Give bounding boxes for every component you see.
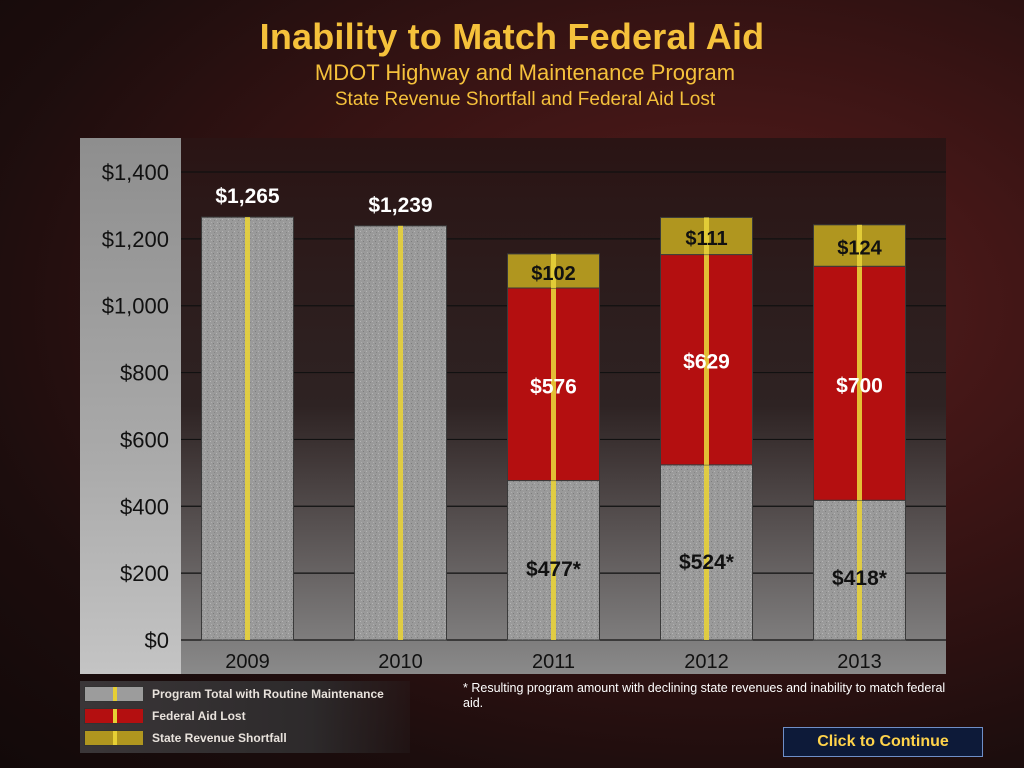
bar-center-stripe	[857, 266, 862, 501]
bar-center-stripe	[857, 224, 862, 267]
bar-center-stripe	[704, 254, 709, 465]
y-tick-label: $0	[145, 628, 169, 653]
bar-chart: $1,265 $1,239 $477* $576 $102 $524* $629 $111 $4…	[80, 138, 946, 674]
legend-item-federal-aid-lost: Federal Aid Lost	[84, 706, 404, 726]
bar-center-stripe	[704, 217, 709, 255]
data-label: $124	[837, 238, 882, 260]
legend-label: Program Total with Routine Maintenance	[152, 687, 384, 701]
data-label: $1,265	[215, 185, 280, 208]
legend-swatch	[84, 730, 144, 746]
y-tick-label: $600	[120, 427, 169, 452]
x-tick-label: 2011	[532, 651, 575, 673]
data-label: $524*	[679, 551, 735, 574]
page-subtitle-secondary: State Revenue Shortfall and Federal Aid …	[334, 89, 716, 110]
data-label: $477*	[526, 558, 582, 581]
y-tick-label: $1,200	[102, 227, 169, 252]
legend-label: State Revenue Shortfall	[152, 731, 287, 745]
continue-button[interactable]: Click to Continue	[783, 727, 983, 757]
bar-center-stripe	[857, 500, 862, 640]
chart-legend: Program Total with Routine Maintenance F…	[80, 681, 410, 753]
bar-center-stripe	[245, 217, 250, 640]
page-title: Inability to Match Federal Aid	[259, 16, 765, 57]
chart-panel: $1,265 $1,239 $477* $576 $102 $524* $629 $111 $4…	[80, 138, 946, 674]
y-tick-label: $1,000	[102, 294, 169, 319]
legend-label: Federal Aid Lost	[152, 709, 246, 723]
data-label: $102	[531, 263, 576, 285]
y-tick-label: $800	[120, 361, 169, 386]
footnote: * Resulting program amount with declinin…	[463, 681, 946, 710]
legend-item-state-revenue-shortfall: State Revenue Shortfall	[84, 728, 404, 748]
data-label: $111	[685, 228, 727, 250]
x-tick-label: 2009	[225, 651, 270, 673]
data-label: $629	[683, 351, 730, 374]
data-label: $418*	[832, 567, 888, 590]
y-tick-label: $200	[120, 561, 169, 586]
data-label: $700	[836, 374, 883, 397]
bar-center-stripe	[704, 464, 709, 640]
page-subtitle: MDOT Highway and Maintenance Program	[314, 60, 736, 85]
x-tick-label: 2010	[378, 651, 423, 673]
x-tick-label: 2013	[837, 651, 882, 673]
bar-center-stripe	[551, 480, 556, 640]
legend-swatch	[84, 686, 144, 702]
bar-center-stripe	[551, 253, 556, 288]
y-tick-label: $400	[120, 494, 169, 519]
y-tick-label: $1,400	[102, 160, 169, 185]
data-label: $576	[530, 375, 577, 398]
legend-item-program-total: Program Total with Routine Maintenance	[84, 684, 404, 704]
legend-swatch	[84, 708, 144, 724]
bar-center-stripe	[398, 225, 403, 640]
bar-center-stripe	[551, 287, 556, 481]
data-label: $1,239	[368, 194, 432, 217]
x-tick-label: 2012	[684, 651, 729, 673]
